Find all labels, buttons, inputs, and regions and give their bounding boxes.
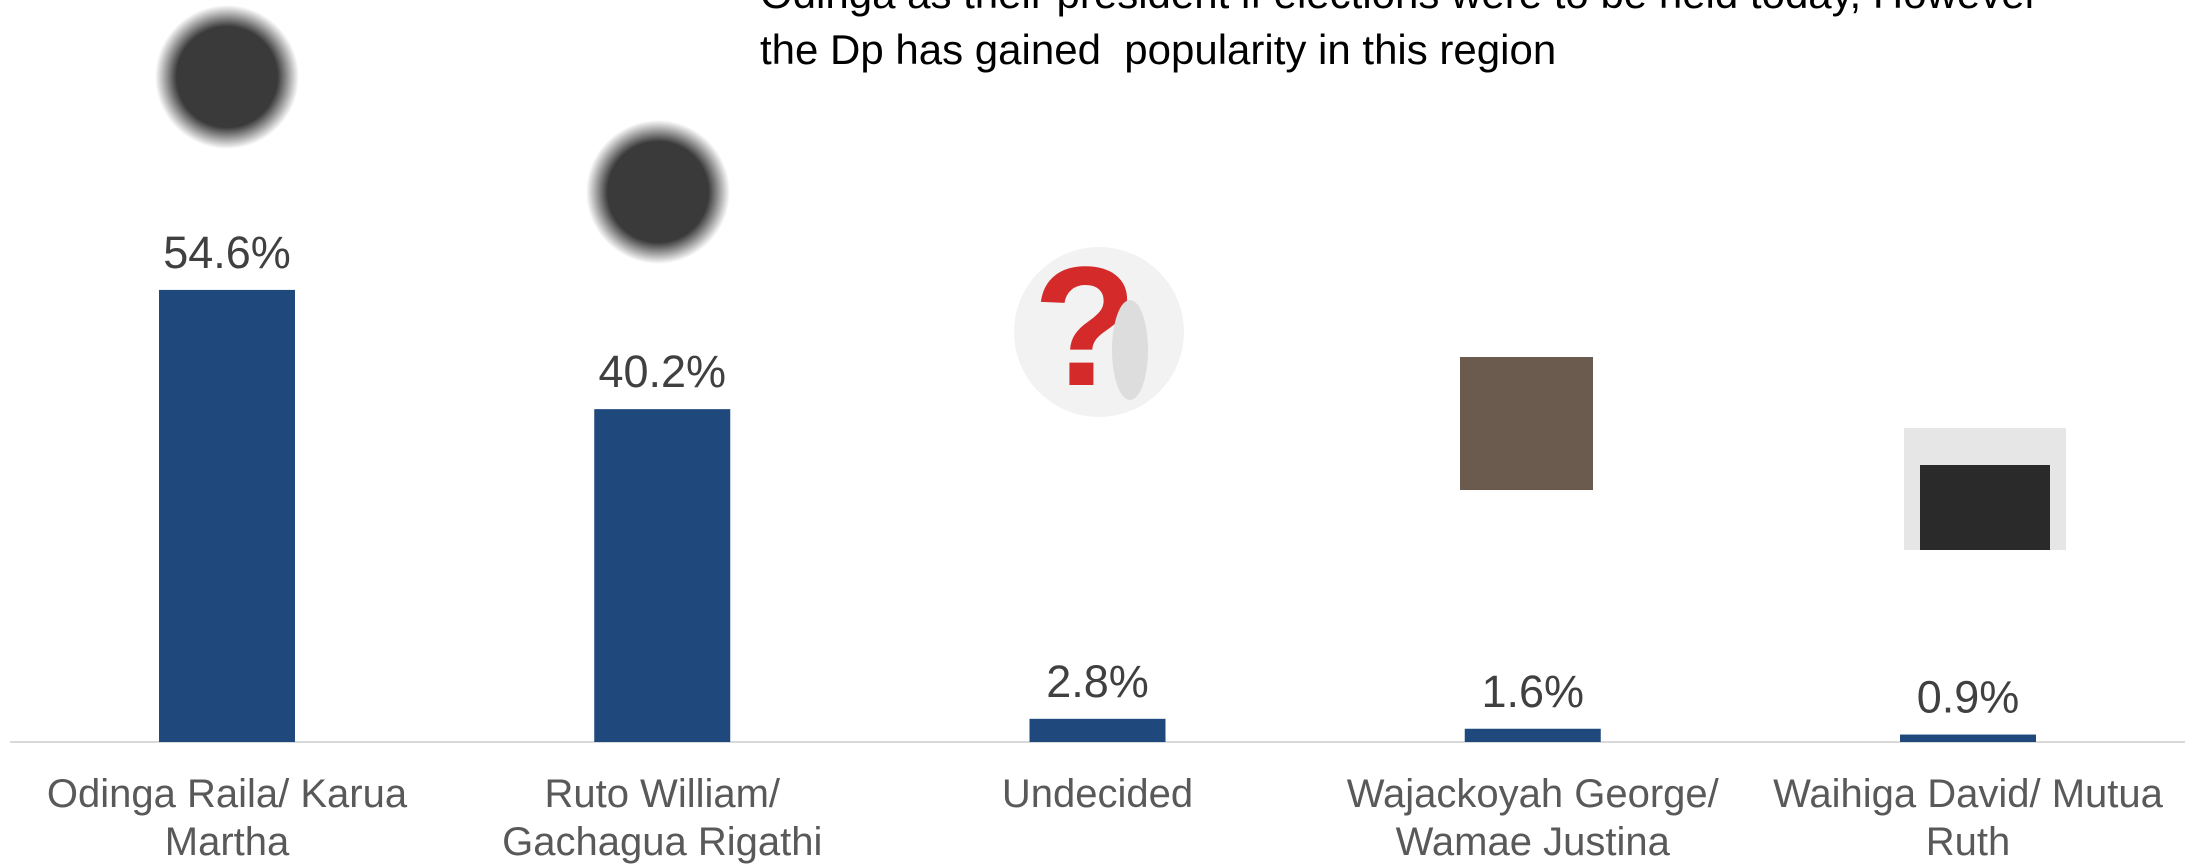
chart: Odinga as their president if elections w… [0, 0, 2195, 867]
value-label: 0.9% [1917, 672, 2020, 723]
page: Odinga as their president if elections w… [0, 0, 2195, 867]
x-tick-label: Waihiga David/ Mutua Ruth [1753, 770, 2183, 866]
value-label: 40.2% [598, 346, 726, 397]
value-label: 54.6% [163, 227, 291, 278]
x-tick-label: Ruto William/ Gachagua Rigathi [447, 770, 877, 866]
chart-title-line: the Dp has gained popularity in this reg… [760, 26, 1556, 73]
x-tick-label: Undecided [883, 770, 1313, 818]
x-tick-label: Odinga Raila/ Karua Martha [12, 770, 442, 866]
bar [1900, 735, 2036, 742]
candidate-photo [586, 120, 730, 264]
bar [159, 290, 295, 742]
value-label: 1.6% [1481, 666, 1584, 717]
bar [594, 409, 730, 742]
x-tick-label: Wajackoyah George/ Wamae Justina [1318, 770, 1748, 866]
candidate-photo [1920, 465, 2050, 550]
candidate-photo [155, 5, 299, 149]
bar [1465, 729, 1601, 742]
question-icon: ? [1014, 232, 1184, 422]
candidate-photo [1460, 357, 1593, 490]
value-label: 2.8% [1046, 656, 1149, 707]
chart-title-line: Odinga as their president if elections w… [760, 0, 2039, 17]
bar [1030, 719, 1166, 742]
